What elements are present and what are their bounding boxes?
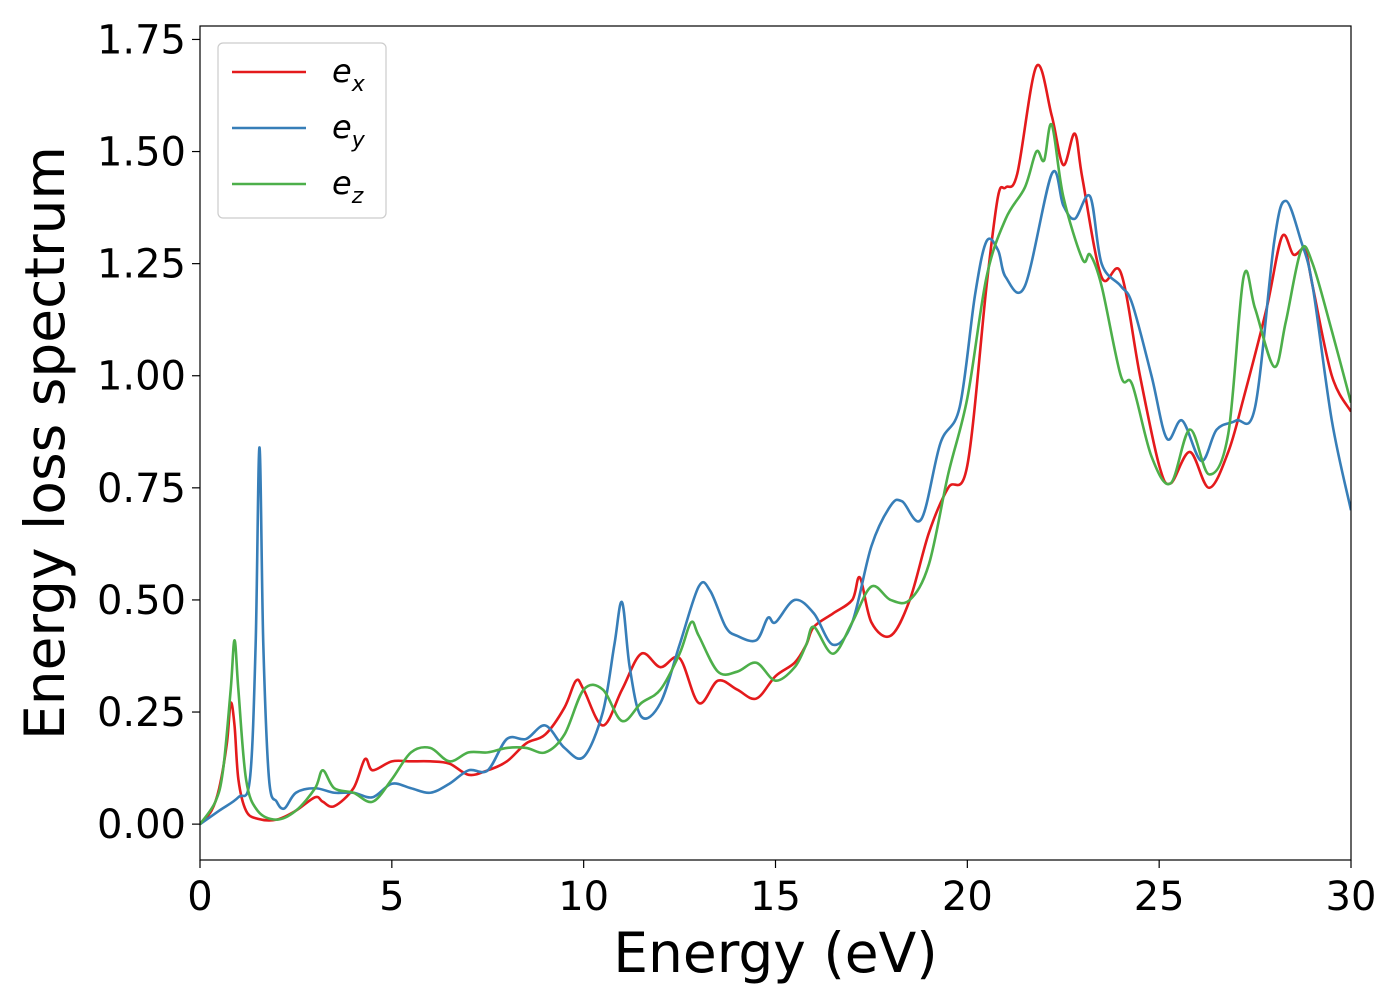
x-tick-label: 20 bbox=[942, 874, 993, 920]
legend-label: e bbox=[332, 164, 352, 202]
series-layer bbox=[200, 63, 1351, 826]
y-tick-label: 1.25 bbox=[97, 242, 186, 288]
legend-subscript: z bbox=[351, 184, 364, 209]
y-tick-label: 0.25 bbox=[97, 690, 186, 736]
y-tick-label: 0.75 bbox=[97, 466, 186, 512]
legend-label: e bbox=[332, 108, 352, 146]
y-tick-label: 0.50 bbox=[97, 578, 186, 624]
x-tick-label: 30 bbox=[1326, 874, 1377, 920]
x-tick-label: 10 bbox=[558, 874, 609, 920]
y-axis: 0.00 0.25 0.50 0.75 1.00 1.25 1.50 1.75 bbox=[97, 17, 200, 848]
y-tick-label: 0.00 bbox=[97, 802, 186, 848]
y-tick-label: 1.75 bbox=[97, 17, 186, 63]
x-tick-label: 25 bbox=[1134, 874, 1185, 920]
y-tick-label: 1.50 bbox=[97, 130, 186, 176]
legend-subscript: x bbox=[351, 72, 366, 97]
x-axis-label: Energy (eV) bbox=[613, 921, 937, 985]
legend-entry: ey bbox=[332, 108, 366, 153]
legend-entry: ez bbox=[332, 164, 364, 209]
legend-box bbox=[217, 42, 387, 219]
x-tick-label: 15 bbox=[750, 874, 801, 920]
legend-subscript: y bbox=[351, 128, 366, 153]
y-axis-label: Energy loss spectrum bbox=[13, 146, 77, 740]
series-line-ex bbox=[200, 63, 1351, 826]
legend-label: e bbox=[332, 52, 352, 90]
series-line-ez bbox=[200, 122, 1351, 825]
x-axis: 0 5 10 15 20 25 30 bbox=[187, 860, 1376, 920]
x-tick-label: 0 bbox=[187, 874, 212, 920]
legend-entry: ex bbox=[332, 52, 366, 97]
y-tick-label: 1.00 bbox=[97, 354, 186, 400]
series-line-ey bbox=[200, 169, 1351, 826]
x-tick-label: 5 bbox=[379, 874, 404, 920]
